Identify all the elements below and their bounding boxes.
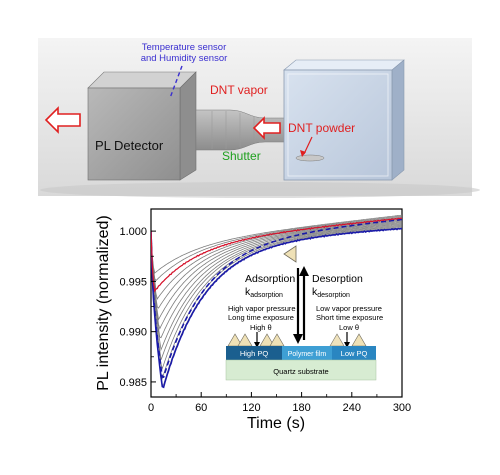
adsorption-label: Adsorption xyxy=(245,273,295,285)
high-condition-line1: High vapor pressure xyxy=(228,304,296,313)
pl-curve-6 xyxy=(151,222,402,339)
pl-curve-3 xyxy=(151,225,402,370)
low-condition-line2: Short time exposure xyxy=(316,313,383,322)
vapor-label: DNT vapor xyxy=(210,83,268,97)
adsorbed-molecules xyxy=(227,333,367,347)
powder-pointer xyxy=(303,136,313,155)
dnt-powder-dish xyxy=(295,154,325,162)
x-tick-label: 0 xyxy=(148,402,154,414)
high-pq-region xyxy=(226,346,282,360)
y-tick-label: 1.000 xyxy=(119,226,147,238)
pl-curve-blue xyxy=(151,227,402,389)
polymer-film-label: Polymer film xyxy=(288,351,327,358)
detector-label: PL Detector xyxy=(95,138,164,153)
pl-chart: 0 60 120 180 240 300 0.985 0.990 0.995 1.000 Time… xyxy=(95,208,411,432)
substrate-label: Quartz substrate xyxy=(273,367,328,376)
output-arrow-icon xyxy=(44,106,81,134)
dnt-molecule-icon xyxy=(283,245,297,263)
low-pq-label: Low PQ xyxy=(341,349,368,358)
pl-curve-13 xyxy=(151,214,402,274)
x-tick-label: 180 xyxy=(292,402,310,414)
pl-curve-red xyxy=(151,217,402,293)
quartz-substrate xyxy=(225,359,377,381)
high-theta-label: High θ xyxy=(250,323,272,332)
pl-curve-5 xyxy=(151,223,402,352)
pl-detector: PL Detector xyxy=(87,71,197,181)
schematic-panel: PL Detector Temperature sensor an xyxy=(38,38,480,198)
vapor-flow-arrow-icon xyxy=(252,116,281,140)
y-tick-label: 0.990 xyxy=(119,327,147,339)
x-tick-label: 240 xyxy=(343,402,361,414)
low-theta-label: Low θ xyxy=(339,323,359,332)
low-condition-line1: Low vapor pressure xyxy=(316,304,382,313)
sensor-label-line1: Temperature sensor xyxy=(142,42,226,53)
x-axis-title: Time (s) xyxy=(247,415,305,432)
desorption-label: Desorption xyxy=(312,273,363,285)
high-condition-line2: Long time exposure xyxy=(228,313,294,322)
x-tick-label: 60 xyxy=(195,402,207,414)
pl-curve-12 xyxy=(151,215,402,282)
x-tick-label: 120 xyxy=(242,402,260,414)
x-tick-label: 300 xyxy=(393,402,411,414)
desorption-arrow-icon xyxy=(299,266,309,340)
pl-curve-7 xyxy=(151,220,402,330)
y-tick-label: 0.995 xyxy=(119,276,147,288)
adsorption-arrow-icon xyxy=(293,268,303,344)
curves-group xyxy=(151,214,402,389)
sensor-label-line2: and Humidity sensor xyxy=(141,53,228,64)
vapor-chamber xyxy=(283,59,405,181)
powder-label: DNT powder xyxy=(288,121,355,135)
high-pq-label: High PQ xyxy=(240,349,269,358)
shutter-label: Shutter xyxy=(222,149,261,163)
inset-diagram: Adsorption kadsorption Desorption kdesor… xyxy=(225,245,383,381)
y-tick-label: 0.985 xyxy=(119,377,147,389)
y-axis-title: PL intensity (normalized) xyxy=(95,215,112,390)
k-desorption-label: kdesorption xyxy=(312,286,350,299)
pl-curve-4 xyxy=(151,224,402,360)
sensor-pointer xyxy=(169,65,183,99)
axes-group: 0 60 120 180 240 300 0.985 0.990 0.995 1.000 xyxy=(119,226,411,414)
pl-curve-blue-dashed xyxy=(151,218,402,378)
k-adsorption-label: kadsorption xyxy=(245,286,283,299)
low-pq-region xyxy=(332,346,376,360)
